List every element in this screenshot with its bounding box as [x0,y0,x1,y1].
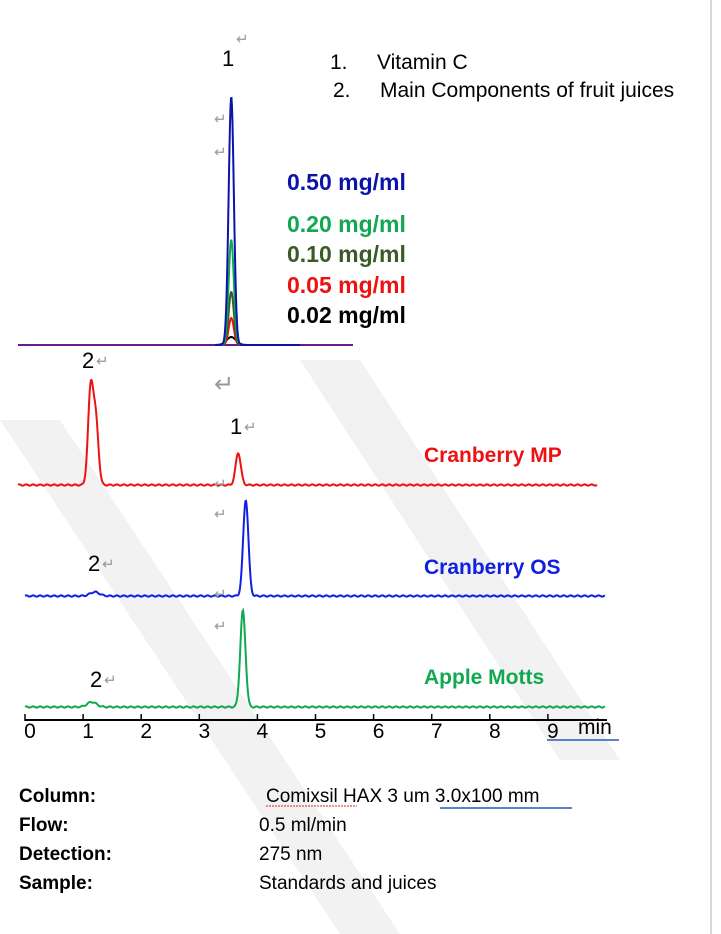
axis-unit: min [578,716,612,739]
flow-value: 0.5 ml/min [259,815,347,836]
paragraph-mark: ↵ [214,476,227,493]
tick-label: 1 [82,720,94,743]
legend-num-2: 2. [333,79,351,102]
paragraph-mark: ↵ [214,111,227,128]
tick-label: 0 [24,720,36,743]
sample-label: Sample: [19,873,93,894]
standard-label-020: 0.20 mg/ml [287,211,406,237]
peak-label-2-apple: 2 [90,667,103,692]
detection-value: 275 nm [259,844,323,865]
sample-label-apple-motts: Apple Motts [424,666,545,689]
paragraph-mark: ↵ [244,419,257,436]
flow-label: Flow: [19,815,69,836]
tick-label: 9 [547,720,559,743]
sample-value: Standards and juices [259,873,437,894]
column-label: Column: [19,786,97,807]
column-value: Comixsil HAX 3 um 3.0x100 mm [266,786,540,807]
peak-label-2-os: 2 [88,551,101,576]
detection-label: Detection: [19,844,112,865]
trace-cranberry-mp [17,378,598,487]
tick-label: 3 [198,720,210,743]
paragraph-mark: ↵ [214,586,227,603]
tick-label: 4 [257,720,269,743]
trace-apple-motts [24,607,606,709]
paragraph-mark: ↵ [102,556,115,573]
trace-cranberry-os [24,499,606,598]
paragraph-mark: ↵ [214,144,227,161]
paragraph-mark: ↵ [104,672,117,689]
sample-label-cranberry-mp: Cranberry MP [424,444,562,467]
legend-num-1: 1. [330,51,348,74]
standard-label-002: 0.02 mg/ml [287,302,406,328]
page-border [710,0,712,934]
tick-label: 8 [489,720,501,743]
sample-label-cranberry-os: Cranberry OS [424,556,561,579]
legend-text-1: Vitamin C [377,51,468,74]
tick-label: 7 [431,720,443,743]
peak-label-1-standards: 1 [222,46,235,71]
standard-label-005: 0.05 mg/ml [287,272,406,298]
trace-0-50-mg-ml [215,96,300,346]
paragraph-mark: ↵ [214,371,235,398]
paragraph-mark: ↵ [214,618,227,635]
tick-label: 2 [140,720,152,743]
peak-label-1-mp: 1 [230,414,243,439]
standard-label-050: 0.50 mg/ml [287,169,406,195]
standard-label-010: 0.10 mg/ml [287,241,406,267]
tick-label: 6 [373,720,385,743]
paragraph-mark: ↵ [236,31,249,48]
legend-text-2: Main Components of fruit juices [380,79,675,102]
tick-label: 5 [315,720,327,743]
peak-label-2-mp: 2 [82,348,95,373]
paragraph-mark: ↵ [214,506,227,523]
paragraph-mark: ↵ [96,353,109,370]
